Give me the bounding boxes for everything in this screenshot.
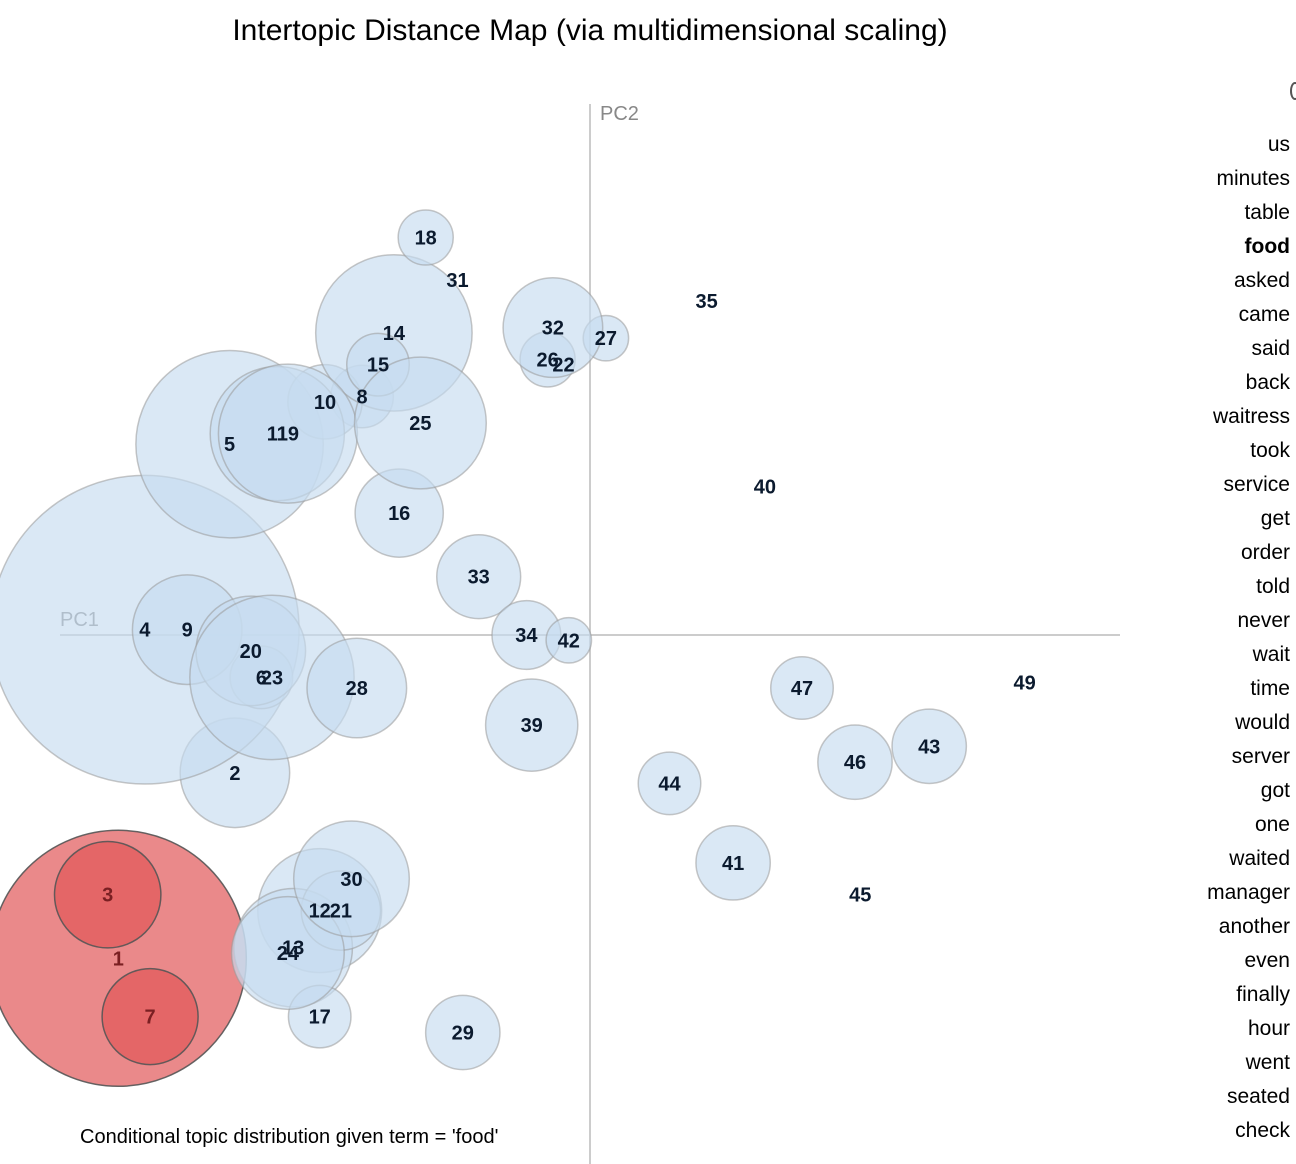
- topic-label-18[interactable]: 18: [415, 228, 437, 250]
- topic-label-16[interactable]: 16: [388, 503, 410, 525]
- topic-label-12[interactable]: 12: [309, 901, 331, 923]
- term-order[interactable]: order: [1240, 541, 1290, 564]
- topic-labels: 1234567891011121314151617181920212223242…: [102, 228, 1036, 1045]
- topic-label-5[interactable]: 5: [224, 434, 235, 456]
- term-took[interactable]: took: [1250, 439, 1290, 462]
- topic-bubble-42[interactable]: [545, 616, 593, 664]
- topic-bubble-33[interactable]: [435, 533, 522, 620]
- topic-label-1[interactable]: 1: [113, 948, 124, 970]
- topic-label-9[interactable]: 9: [182, 620, 193, 642]
- term-never[interactable]: never: [1237, 609, 1290, 632]
- topic-label-42[interactable]: 42: [558, 630, 580, 652]
- term-came[interactable]: came: [1238, 303, 1290, 326]
- topic-label-49[interactable]: 49: [1013, 673, 1035, 695]
- topic-label-34[interactable]: 34: [515, 625, 538, 647]
- term-minutes[interactable]: minutes: [1216, 167, 1290, 190]
- topic-bubble-44[interactable]: [637, 751, 702, 816]
- topic-bubble-39[interactable]: [484, 678, 579, 772]
- topic-label-33[interactable]: 33: [468, 567, 490, 589]
- topic-label-8[interactable]: 8: [357, 387, 368, 409]
- topic-bubble-25[interactable]: [353, 356, 488, 490]
- topic-label-40[interactable]: 40: [754, 477, 776, 499]
- pc2-axis-label: PC2: [600, 103, 639, 125]
- topic-label-26[interactable]: 26: [536, 349, 558, 371]
- term-get[interactable]: get: [1260, 507, 1290, 530]
- term-asked[interactable]: asked: [1233, 269, 1290, 292]
- term-got[interactable]: got: [1260, 779, 1290, 802]
- topic-bubble-28[interactable]: [306, 637, 408, 739]
- topic-bubble-29[interactable]: [424, 994, 501, 1071]
- topic-label-27[interactable]: 27: [595, 328, 617, 350]
- clipped-relevance-marker: [1290, 82, 1296, 100]
- term-told[interactable]: told: [1256, 575, 1290, 598]
- term-food[interactable]: food: [1244, 235, 1290, 258]
- topic-bubble-32[interactable]: [502, 277, 604, 379]
- topic-bubble-43[interactable]: [891, 708, 968, 785]
- topic-bubbles: [0, 209, 968, 1088]
- topic-bubble-18[interactable]: [397, 209, 454, 266]
- topic-label-13[interactable]: 13: [282, 938, 304, 960]
- topic-label-31[interactable]: 31: [446, 270, 468, 292]
- topic-label-39[interactable]: 39: [521, 715, 543, 737]
- topic-bubble-47[interactable]: [769, 655, 835, 721]
- caption: Conditional topic distribution given ter…: [80, 1126, 499, 1148]
- topic-label-45[interactable]: 45: [849, 885, 871, 907]
- topic-label-20[interactable]: 20: [240, 641, 262, 663]
- topic-label-4[interactable]: 4: [139, 620, 151, 642]
- topic-label-46[interactable]: 46: [844, 752, 866, 774]
- term-seated[interactable]: seated: [1226, 1085, 1290, 1108]
- term-said[interactable]: said: [1251, 337, 1290, 360]
- topic-bubble-46[interactable]: [817, 724, 893, 801]
- topic-label-35[interactable]: 35: [695, 291, 717, 313]
- term-one[interactable]: one: [1254, 813, 1290, 836]
- topic-label-11[interactable]: 11: [267, 424, 288, 446]
- topic-label-29[interactable]: 29: [452, 1023, 474, 1045]
- topic-bubble-41[interactable]: [695, 824, 772, 901]
- term-service[interactable]: service: [1223, 473, 1290, 496]
- term-us[interactable]: us: [1267, 133, 1290, 156]
- term-check[interactable]: check: [1235, 1119, 1290, 1142]
- term-went[interactable]: went: [1245, 1051, 1290, 1074]
- topic-label-43[interactable]: 43: [918, 736, 940, 758]
- topic-label-41[interactable]: 41: [722, 853, 744, 875]
- term-would[interactable]: would: [1235, 711, 1290, 734]
- term-even[interactable]: even: [1244, 949, 1290, 972]
- chart-title: Intertopic Distance Map (via multidimens…: [232, 14, 948, 47]
- topic-label-28[interactable]: 28: [346, 678, 368, 700]
- topic-label-3[interactable]: 3: [102, 885, 113, 907]
- topic-bubble-30[interactable]: [292, 820, 411, 938]
- term-hour[interactable]: hour: [1247, 1017, 1290, 1040]
- topic-label-14[interactable]: 14: [383, 323, 406, 345]
- term-waitress[interactable]: waitress: [1212, 405, 1290, 428]
- term-wait[interactable]: wait: [1252, 643, 1290, 666]
- topic-label-23[interactable]: 23: [261, 667, 283, 689]
- term-waited[interactable]: waited: [1229, 847, 1290, 870]
- topic-label-17[interactable]: 17: [309, 1007, 331, 1029]
- term-back[interactable]: back: [1245, 371, 1290, 394]
- topic-label-24[interactable]: 24: [277, 943, 300, 965]
- intertopic-distance-map[interactable]: PC1PC2 123456789101112131415161718192021…: [0, 0, 1130, 1164]
- topic-label-19[interactable]: 19: [277, 424, 299, 446]
- topic-label-7[interactable]: 7: [145, 1007, 156, 1029]
- topic-label-2[interactable]: 2: [229, 763, 240, 785]
- term-time[interactable]: time: [1250, 677, 1290, 700]
- term-server[interactable]: server: [1231, 745, 1290, 768]
- topic-label-22[interactable]: 22: [552, 355, 574, 377]
- term-table[interactable]: table: [1244, 201, 1290, 224]
- topic-label-44[interactable]: 44: [658, 773, 681, 795]
- topic-label-6[interactable]: 6: [256, 667, 267, 689]
- topic-label-47[interactable]: 47: [791, 678, 813, 700]
- term-manager[interactable]: manager: [1207, 881, 1290, 904]
- topic-label-15[interactable]: 15: [367, 355, 389, 377]
- topic-label-10[interactable]: 10: [314, 392, 336, 414]
- topic-label-32[interactable]: 32: [542, 318, 564, 340]
- topic-bubble-7[interactable]: [101, 967, 199, 1066]
- topic-label-21[interactable]: 21: [330, 901, 352, 923]
- term-finally[interactable]: finally: [1236, 983, 1290, 1006]
- topic-label-30[interactable]: 30: [340, 869, 362, 891]
- term-list: us minutes table food asked came said back waitr…: [1130, 128, 1290, 1148]
- term-another[interactable]: another: [1218, 915, 1290, 938]
- topic-bubble-3[interactable]: [53, 840, 162, 949]
- topic-label-25[interactable]: 25: [409, 413, 431, 435]
